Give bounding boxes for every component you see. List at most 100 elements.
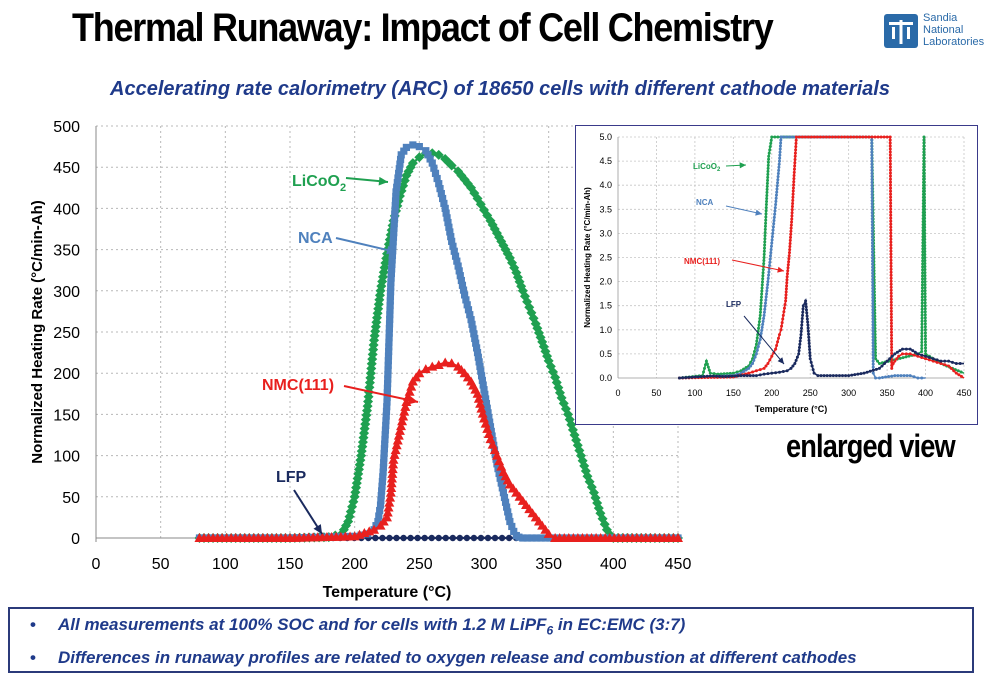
inset-data-point — [877, 362, 881, 366]
inset-data-point — [885, 359, 889, 363]
inset-data-point — [870, 159, 874, 163]
inset-data-point — [855, 135, 859, 139]
inset-data-point — [870, 211, 874, 215]
inset-data-point — [812, 371, 816, 375]
inset-data-point — [888, 138, 892, 142]
inset-data-point — [920, 283, 924, 287]
inset-data-point — [765, 199, 769, 203]
inset-data-point — [883, 362, 887, 366]
inset-data-point — [923, 240, 927, 244]
inset-annotation-arrow-head — [777, 266, 784, 273]
inset-data-point — [889, 276, 893, 280]
inset-data-point — [789, 235, 793, 239]
inset-data-point — [893, 352, 897, 356]
y-tick-label: 200 — [53, 366, 80, 383]
inset-data-point — [871, 317, 875, 321]
inset-data-point — [777, 370, 781, 374]
inset-data-point — [799, 329, 803, 333]
inset-data-point — [920, 328, 924, 332]
inset-data-point — [889, 285, 893, 289]
notes-box: • All measurements at 100% SOC and for ce… — [8, 607, 974, 673]
inset-data-point — [800, 135, 804, 139]
inset-data-point — [887, 375, 891, 379]
inset-data-point — [760, 283, 764, 287]
inset-data-point — [871, 292, 875, 296]
inset-data-point — [770, 238, 774, 242]
inset-data-point — [871, 350, 875, 354]
inset-data-point — [889, 225, 893, 229]
inset-data-point — [924, 354, 928, 358]
inset-data-point — [786, 263, 790, 267]
inset-data-point — [785, 278, 789, 282]
inset-data-point — [871, 308, 875, 312]
inset-data-point — [895, 350, 899, 354]
inset-data-point — [922, 180, 926, 184]
note-item: • All measurements at 100% SOC and for ce… — [30, 615, 686, 638]
inset-data-point — [763, 307, 767, 311]
data-point — [407, 534, 414, 542]
inset-data-point — [923, 319, 927, 323]
data-point — [393, 534, 400, 542]
inset-data-point — [889, 246, 893, 250]
inset-annotation-arrow-head — [777, 357, 784, 364]
annotation-arrow-head — [313, 524, 322, 534]
data-point — [378, 477, 386, 486]
data-point — [384, 375, 392, 383]
inset-data-point — [810, 135, 814, 139]
inset-data-point — [790, 135, 794, 139]
data-point — [379, 534, 386, 542]
y-tick-label: 500 — [53, 119, 80, 136]
inset-data-point — [877, 376, 881, 380]
inset-data-point — [775, 343, 779, 347]
inset-data-point — [765, 190, 769, 194]
data-point — [390, 224, 398, 232]
inset-data-point — [780, 324, 784, 328]
inset-data-point — [871, 320, 875, 324]
inset-data-point — [794, 141, 798, 145]
data-point — [435, 534, 442, 542]
data-point — [501, 498, 510, 506]
inset-data-point — [870, 205, 874, 209]
inset-data-point — [862, 371, 866, 375]
series-label-lfp: LFP — [276, 469, 307, 486]
inset-data-point — [776, 175, 780, 179]
inset-data-point — [871, 277, 875, 281]
inset-data-point — [768, 264, 772, 268]
inset-data-point — [758, 368, 762, 372]
inset-data-point — [895, 357, 899, 361]
data-point — [483, 404, 491, 412]
inset-data-point — [871, 253, 875, 257]
inset-data-point — [870, 168, 874, 172]
data-point — [407, 158, 418, 169]
inset-data-point — [728, 371, 732, 375]
inset-data-point — [771, 231, 775, 235]
data-point — [453, 166, 464, 177]
data-point — [440, 357, 451, 367]
inset-data-point — [888, 168, 892, 172]
inset-data-point — [791, 364, 795, 368]
inset-data-point — [889, 315, 893, 319]
inset-data-point — [807, 341, 811, 345]
inset-data-point — [923, 249, 927, 253]
inset-data-point — [755, 339, 759, 343]
inset-data-point — [806, 323, 810, 327]
inset-data-point — [804, 302, 808, 306]
inset-y-tick-label: 0.5 — [599, 349, 612, 359]
inset-data-point — [712, 372, 716, 376]
data-point — [499, 489, 507, 497]
inset-data-point — [772, 215, 776, 219]
inset-data-point — [785, 281, 789, 285]
inset-data-point — [762, 313, 766, 317]
inset-data-point — [753, 355, 757, 359]
data-point — [414, 534, 421, 542]
data-point — [430, 164, 438, 172]
inset-data-point — [920, 292, 924, 296]
data-point — [491, 534, 499, 542]
inset-data-point — [890, 339, 894, 343]
inset-data-point — [822, 135, 826, 139]
data-point — [386, 473, 397, 483]
data-point — [386, 297, 394, 305]
data-point — [466, 311, 474, 319]
inset-data-point — [693, 375, 697, 379]
inset-data-point — [843, 135, 847, 139]
